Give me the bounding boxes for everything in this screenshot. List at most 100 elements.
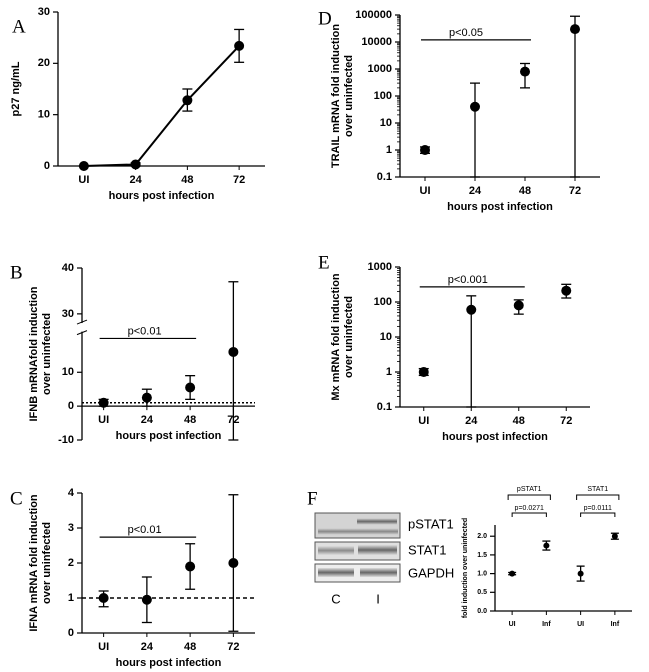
- group-bracket: [576, 494, 620, 500]
- y-tick-label: 100: [374, 296, 392, 308]
- chart: 0 10 20 30 UI 24 48 72 hours post infection p27 n…: [10, 6, 265, 202]
- band-label: STAT1: [408, 542, 447, 557]
- x-tick-label: 48: [184, 414, 196, 426]
- y-tick-label: -10: [58, 434, 74, 446]
- chart: 0.1 1 10 100 1000 10000 100000 UI 24 48 72 hours po…: [330, 9, 600, 213]
- x-axis-label: hours post infection: [447, 201, 553, 213]
- point: [228, 558, 239, 568]
- p-value: p=0.0271: [515, 505, 544, 512]
- line: [83, 45, 240, 167]
- y-axis-label: over uninfected: [41, 522, 53, 604]
- y-tick-label: 30: [62, 308, 74, 320]
- y-tick-label: 10000: [361, 36, 392, 48]
- x-tick-label: 24: [465, 415, 478, 427]
- y-axis-label: TRAIL mRNA fold induction: [330, 24, 342, 168]
- y-tick-label: 1.0: [477, 570, 487, 577]
- y-tick-label: 4: [68, 487, 75, 499]
- y-axis-label: fold induction over uninfected: [462, 518, 469, 618]
- x-tick-label: UI: [418, 415, 429, 427]
- point: [228, 346, 239, 357]
- point: [543, 542, 550, 549]
- x-tick-label: 24: [130, 174, 143, 186]
- point: [98, 397, 109, 408]
- point: [577, 570, 584, 577]
- x-tick-label: 48: [513, 415, 525, 427]
- y-tick-label: 40: [62, 262, 74, 274]
- y-tick-label: 1: [386, 144, 392, 156]
- point: [185, 561, 196, 572]
- point: [141, 594, 152, 605]
- x-tick-label: 24: [141, 414, 154, 426]
- panel-letter: F: [307, 488, 318, 509]
- x-tick-label: 24: [141, 641, 154, 653]
- point: [234, 40, 245, 51]
- blot-image: [314, 512, 401, 583]
- panel-letter: E: [318, 252, 330, 273]
- point: [520, 66, 530, 77]
- y-tick-label: 1: [386, 366, 392, 378]
- y-tick-label: 0.1: [377, 401, 392, 413]
- point: [509, 570, 516, 577]
- y-tick-label: 0.0: [477, 608, 487, 615]
- x-tick-label: 24: [469, 185, 482, 197]
- y-tick-label: 100000: [355, 9, 392, 21]
- y-axis-label: over uninfected: [343, 55, 355, 137]
- significance-label: p<0.01: [128, 524, 162, 536]
- y-axis-label: over uninfected: [41, 313, 53, 395]
- x-tick-label: UI: [420, 185, 431, 197]
- lane-label: I: [376, 591, 380, 606]
- panel-letter: A: [12, 16, 26, 37]
- point: [418, 367, 429, 377]
- point: [182, 95, 193, 106]
- x-tick-label: UI: [78, 174, 89, 186]
- y-axis-label: over uninfected: [343, 296, 355, 378]
- axis-break: [76, 319, 88, 325]
- x-tick-label: Inf: [542, 621, 551, 628]
- y-tick-label: 0.5: [477, 589, 487, 596]
- y-tick-label: 1: [68, 592, 74, 604]
- chart: 0.1 1 10 100 1000 UI 24 48 72 hours post infectio…: [330, 261, 590, 443]
- group-bracket: [507, 494, 551, 500]
- y-tick-label: 30: [38, 6, 50, 18]
- y-tick-label: 10: [62, 366, 74, 378]
- y-axis-label: IFNA mRNA fold induction: [28, 494, 40, 632]
- x-tick-label: 72: [569, 185, 581, 197]
- y-tick-label: 10: [380, 117, 392, 129]
- y-tick-label: 1000: [368, 63, 392, 75]
- p-bracket: [580, 512, 616, 517]
- lane-label: C: [331, 591, 340, 606]
- p-value: p=0.0111: [584, 505, 612, 512]
- point: [185, 382, 196, 393]
- x-tick-label: 72: [227, 641, 239, 653]
- band-label: pSTAT1: [408, 516, 454, 531]
- y-tick-label: 10: [38, 109, 50, 121]
- panel-letter: B: [10, 262, 23, 283]
- x-tick-label: UI: [98, 641, 109, 653]
- y-axis-label: p27 ng/mL: [10, 61, 22, 116]
- significance-label: p<0.05: [449, 27, 483, 39]
- chart: 0 1 2 3 4 UI 24 48 72 hours post infection IFNA mR…: [28, 487, 255, 669]
- y-axis-label: Mx mRNA fold induction: [330, 273, 342, 401]
- significance-label: p<0.001: [448, 274, 488, 286]
- significance-label: p<0.01: [128, 325, 162, 337]
- y-tick-label: 0: [68, 400, 74, 412]
- y-tick-label: 1000: [368, 261, 392, 273]
- panel-letter: C: [10, 488, 23, 509]
- axis-break: [76, 330, 88, 336]
- point: [130, 159, 141, 170]
- y-tick-label: 1.5: [477, 552, 487, 559]
- x-tick-label: 48: [519, 185, 531, 197]
- point: [470, 101, 480, 112]
- x-tick-label: UI: [577, 621, 584, 628]
- p-bracket: [511, 512, 547, 517]
- x-tick-label: UI: [509, 621, 516, 628]
- x-axis-label: hours post infection: [442, 431, 548, 443]
- x-tick-label: 72: [233, 174, 245, 186]
- point: [78, 161, 89, 171]
- x-tick-label: 48: [184, 641, 196, 653]
- point: [611, 533, 618, 540]
- group-label: STAT1: [587, 486, 608, 493]
- y-tick-label: 10: [380, 331, 392, 343]
